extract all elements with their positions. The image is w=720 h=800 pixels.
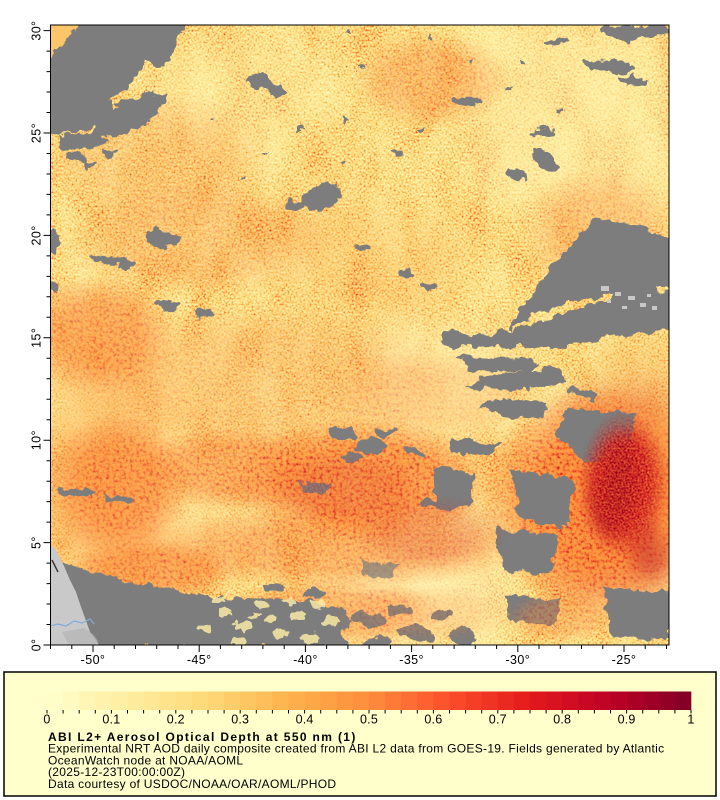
svg-text:-50°: -50°	[81, 653, 106, 667]
svg-text:0.7: 0.7	[489, 713, 507, 727]
svg-text:30°: 30°	[29, 21, 43, 41]
svg-text:Experimental NRT AOD daily com: Experimental NRT AOD daily composite cre…	[48, 742, 664, 756]
svg-text:0.3: 0.3	[231, 713, 249, 727]
svg-text:25°: 25°	[29, 123, 43, 143]
svg-text:1: 1	[687, 713, 694, 727]
svg-text:0.9: 0.9	[618, 713, 636, 727]
svg-text:20°: 20°	[29, 225, 43, 245]
svg-text:-25°: -25°	[612, 653, 637, 667]
svg-text:0.6: 0.6	[424, 713, 442, 727]
svg-text:0°: 0°	[29, 639, 43, 652]
svg-text:0.4: 0.4	[296, 713, 314, 727]
svg-text:15°: 15°	[29, 328, 43, 348]
svg-text:OceanWatch node at NOAA/AOML: OceanWatch node at NOAA/AOML	[48, 753, 243, 767]
svg-text:ABI L2+ Aerosol Optical Depth: ABI L2+ Aerosol Optical Depth at 550 nm …	[48, 730, 357, 744]
svg-text:0.1: 0.1	[102, 713, 120, 727]
svg-text:0.2: 0.2	[167, 713, 185, 727]
svg-text:5°: 5°	[29, 536, 43, 549]
svg-text:-30°: -30°	[505, 653, 530, 667]
svg-text:-45°: -45°	[187, 653, 212, 667]
svg-text:-35°: -35°	[399, 653, 424, 667]
svg-text:0.8: 0.8	[553, 713, 571, 727]
svg-text:10°: 10°	[29, 430, 43, 450]
svg-text:0: 0	[43, 713, 50, 727]
svg-text:Data courtesy of USDOC/NOAA/OA: Data courtesy of USDOC/NOAA/OAR/AOML/PHO…	[48, 777, 336, 791]
svg-text:(2025-12-23T00:00:00Z): (2025-12-23T00:00:00Z)	[48, 765, 185, 779]
svg-text:-40°: -40°	[293, 653, 318, 667]
svg-text:0.5: 0.5	[360, 713, 378, 727]
